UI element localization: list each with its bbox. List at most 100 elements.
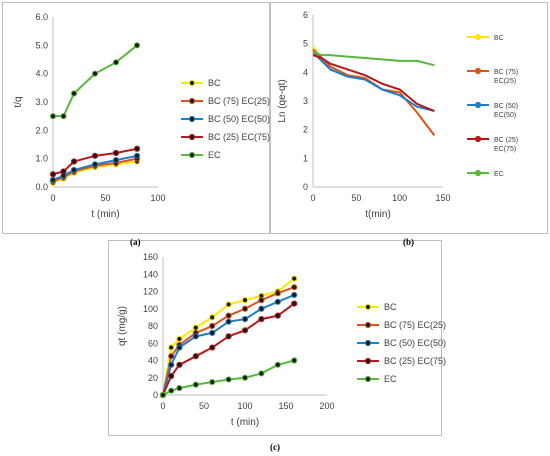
y-tick-label: 2.0 bbox=[35, 125, 48, 135]
legend-label-line: BC (50) EC(50) bbox=[384, 338, 446, 348]
legend-label-line: BC (25) bbox=[494, 137, 518, 144]
legend-marker bbox=[474, 169, 482, 177]
legend-label-line: BC (25) EC(75) bbox=[384, 356, 446, 366]
legend-label: BC bbox=[384, 302, 397, 312]
series-line bbox=[162, 302, 295, 396]
data-point bbox=[192, 333, 199, 340]
legend-label: BC bbox=[494, 35, 504, 42]
data-point bbox=[192, 324, 199, 331]
data-point bbox=[133, 42, 141, 49]
legend-marker bbox=[474, 33, 482, 41]
y-axis-label: t/q bbox=[13, 96, 24, 107]
data-point bbox=[241, 374, 249, 381]
data-point bbox=[291, 291, 298, 299]
data-point bbox=[70, 166, 78, 174]
y-axis-label: Ln (qe-qt) bbox=[277, 79, 288, 122]
y-tick-label: 80 bbox=[148, 321, 158, 331]
data-point bbox=[209, 378, 216, 386]
legend-label-line: EC bbox=[494, 171, 504, 178]
series-line bbox=[162, 294, 295, 396]
series-line bbox=[312, 45, 436, 137]
legend-label-line: BC (50) EC(50) bbox=[208, 114, 270, 124]
legend-label: BC (50) EC(50) bbox=[494, 103, 518, 119]
legend-label-line: BC (75) EC(25) bbox=[384, 320, 446, 330]
legend-label-line: BC (75) EC(25) bbox=[208, 96, 270, 106]
y-tick-label: 0 bbox=[153, 390, 158, 400]
data-point bbox=[176, 344, 183, 351]
data-point bbox=[60, 168, 67, 175]
data-point bbox=[209, 344, 216, 351]
chart-panel-a: 0.0 1.0 2.0 3.0 4.0 5.0 6.0 0 50 100 t (min) t/q BC B… bbox=[2, 2, 270, 234]
x-tick-label: 100 bbox=[237, 401, 252, 411]
series-line bbox=[162, 277, 295, 396]
data-point bbox=[70, 90, 78, 97]
data-point bbox=[112, 149, 120, 157]
legend-label: BC (25) EC(75) bbox=[384, 356, 446, 366]
legend-label-line: BC bbox=[208, 78, 221, 88]
legend-marker bbox=[474, 101, 482, 109]
data-point bbox=[168, 361, 175, 368]
y-axis-label: qt (mg/g) bbox=[117, 306, 128, 346]
y-tick-label: 0.0 bbox=[35, 182, 48, 192]
data-point bbox=[176, 335, 183, 343]
legend-label: BC (75) EC(25) bbox=[384, 320, 446, 330]
legend-marker bbox=[188, 151, 196, 159]
series-line bbox=[312, 51, 435, 113]
y-tick-label: 160 bbox=[143, 252, 158, 262]
data-point bbox=[291, 284, 298, 291]
legend-label: EC bbox=[384, 374, 397, 384]
legend-label: EC bbox=[208, 150, 221, 160]
legend-label: BC (50) EC(50) bbox=[384, 338, 446, 348]
data-point bbox=[274, 290, 281, 297]
y-tick-label: 4.0 bbox=[35, 69, 48, 79]
data-point bbox=[112, 156, 120, 164]
legend-label-line: BC (50) bbox=[494, 103, 518, 110]
legend-label: EC bbox=[494, 171, 504, 178]
data-point bbox=[241, 316, 249, 323]
chart-panel-b: 0 1 2 3 4 5 6 0 50 100 150 t(min) Ln (qe-qt) BC BC (75… bbox=[270, 2, 548, 234]
x-axis-label: t (min) bbox=[91, 209, 119, 220]
chart-a-svg: 0.0 1.0 2.0 3.0 4.0 5.0 6.0 0 50 100 t (min) t/q BC B… bbox=[13, 12, 270, 220]
data-point bbox=[192, 381, 199, 388]
legend-label-line: EC(50) bbox=[494, 112, 516, 119]
data-point bbox=[168, 387, 175, 394]
x-tick-label: 50 bbox=[351, 193, 361, 203]
data-point bbox=[291, 300, 298, 307]
legend-marker bbox=[474, 135, 482, 143]
y-tick-label: 120 bbox=[143, 287, 158, 297]
x-tick-label: 150 bbox=[278, 401, 293, 411]
data-point bbox=[225, 318, 232, 325]
legend-marker bbox=[188, 115, 196, 123]
legend-marker bbox=[364, 303, 372, 311]
legend-label-line: BC (25) EC(75) bbox=[208, 132, 270, 142]
data-point bbox=[91, 152, 99, 159]
data-point bbox=[176, 361, 183, 368]
y-tick-label: 140 bbox=[143, 269, 158, 279]
data-point bbox=[241, 327, 249, 334]
data-point bbox=[258, 370, 265, 377]
legend-marker bbox=[364, 339, 372, 347]
y-tick-label: 20 bbox=[148, 373, 158, 383]
series-line bbox=[53, 44, 138, 118]
y-tick-label: 5.0 bbox=[35, 40, 48, 50]
data-point bbox=[225, 333, 232, 340]
y-tick-label: 6.0 bbox=[35, 12, 48, 22]
data-point bbox=[241, 297, 249, 304]
legend-label: BC (75) EC(25) bbox=[208, 96, 270, 106]
legend-label-line: EC(25) bbox=[494, 78, 516, 85]
x-tick-label: 150 bbox=[435, 193, 450, 203]
chart-b-svg: 0 1 2 3 4 5 6 0 50 100 150 t(min) Ln (qe-qt) BC BC (75… bbox=[277, 10, 518, 220]
data-point bbox=[274, 361, 281, 368]
data-point bbox=[168, 344, 175, 351]
x-tick-label: 50 bbox=[199, 401, 209, 411]
legend-label-line: EC bbox=[384, 374, 397, 384]
legend-marker bbox=[188, 133, 196, 141]
legend-label-line: BC (75) bbox=[494, 69, 518, 76]
data-point bbox=[49, 113, 57, 120]
legend-label: BC (25) EC(75) bbox=[208, 132, 270, 142]
y-tick-label: 1.0 bbox=[35, 154, 48, 164]
data-point bbox=[70, 158, 78, 165]
x-axis-label: t (min) bbox=[231, 417, 259, 428]
legend-label: BC (75) EC(25) bbox=[494, 69, 518, 85]
data-point bbox=[91, 161, 99, 168]
